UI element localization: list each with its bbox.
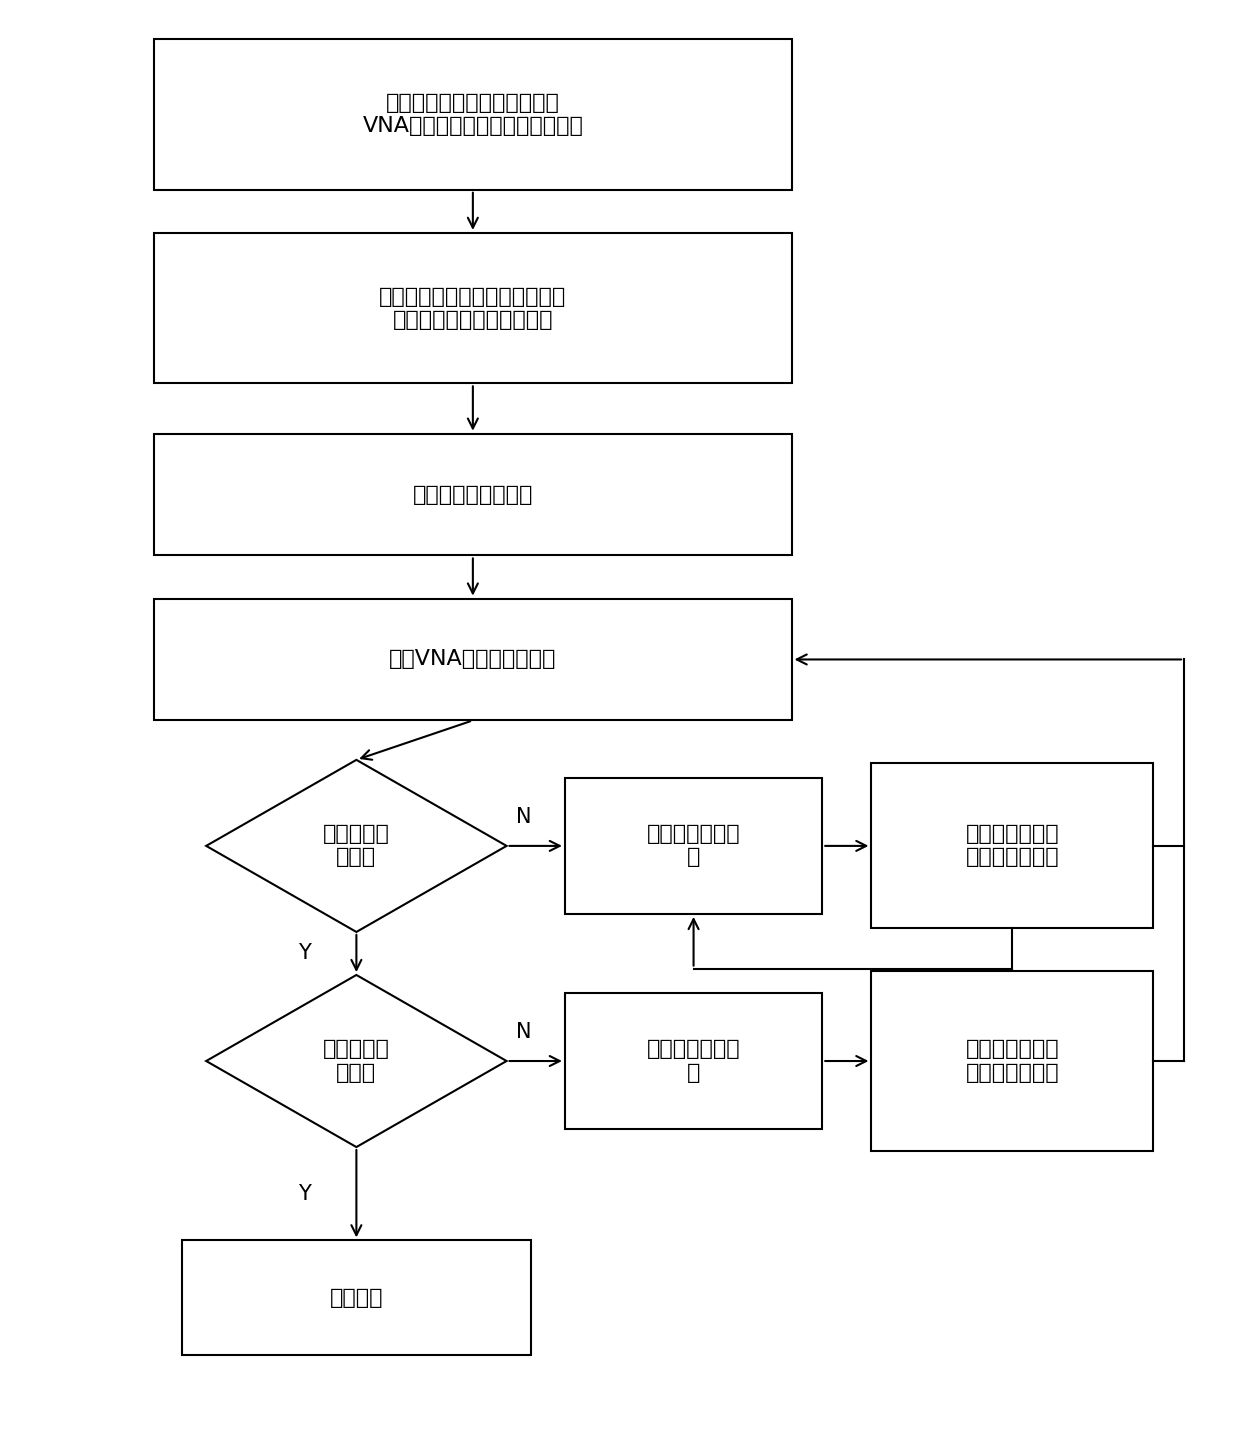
Bar bbox=[872, 972, 1153, 1151]
Text: 等待天线进入下
一水平位置测量: 等待天线进入下 一水平位置测量 bbox=[966, 824, 1059, 867]
Text: 控制终端输入测量初始位置、天
线阵元步长以及天线阵大小: 控制终端输入测量初始位置、天 线阵元步长以及天线阵大小 bbox=[379, 287, 567, 330]
Text: Y: Y bbox=[298, 944, 310, 963]
Text: 结束测量: 结束测量 bbox=[330, 1287, 383, 1308]
Bar bbox=[154, 233, 791, 384]
Text: 等待天线支架进
入下一垂直位置: 等待天线支架进 入下一垂直位置 bbox=[966, 1040, 1059, 1083]
Text: 进入下一水平位
置: 进入下一水平位 置 bbox=[647, 824, 740, 867]
Text: 将发射天线、接收天线连接到
VNA，并固定发射天线和接收天线: 将发射天线、接收天线连接到 VNA，并固定发射天线和接收天线 bbox=[362, 93, 583, 136]
Bar bbox=[182, 1241, 531, 1355]
Bar bbox=[565, 993, 822, 1129]
Polygon shape bbox=[206, 975, 507, 1147]
Bar bbox=[872, 763, 1153, 928]
Text: 垂直位置测
量结束: 垂直位置测 量结束 bbox=[322, 1040, 389, 1083]
Text: 控制VNA测量并存储数据: 控制VNA测量并存储数据 bbox=[389, 650, 557, 669]
Bar bbox=[154, 433, 791, 556]
Text: N: N bbox=[516, 1022, 532, 1043]
Polygon shape bbox=[206, 760, 507, 933]
Text: 让天线进入初始位置: 让天线进入初始位置 bbox=[413, 485, 533, 504]
Bar bbox=[154, 39, 791, 190]
Text: 水平位置测
量结束: 水平位置测 量结束 bbox=[322, 824, 389, 867]
Text: 进入下一垂直位
置: 进入下一垂直位 置 bbox=[647, 1040, 740, 1083]
Bar bbox=[154, 598, 791, 721]
Text: N: N bbox=[516, 807, 532, 827]
Text: Y: Y bbox=[298, 1183, 310, 1203]
Bar bbox=[565, 778, 822, 914]
